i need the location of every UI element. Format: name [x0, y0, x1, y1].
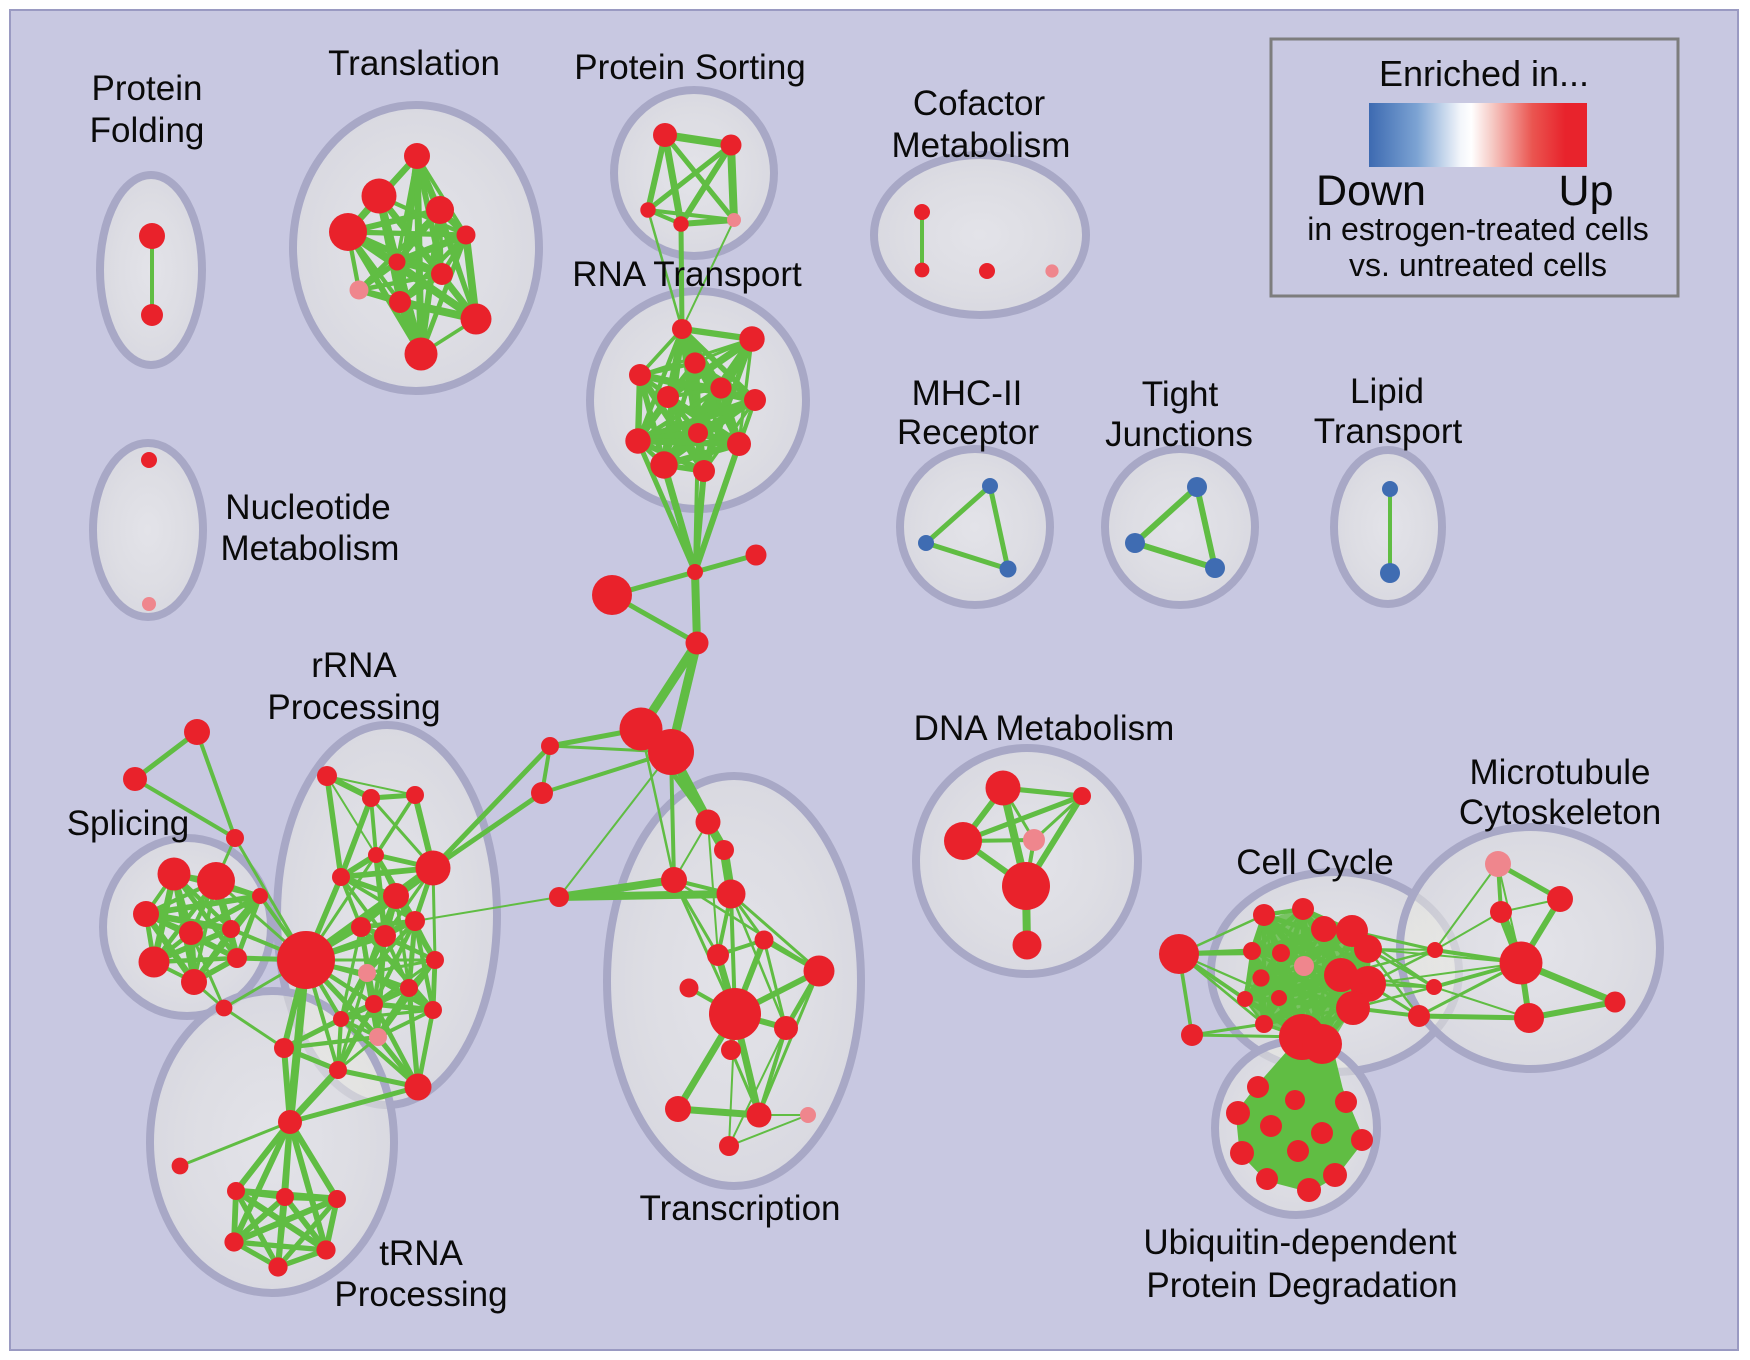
svg-text:DNA Metabolism: DNA Metabolism	[914, 709, 1175, 748]
svg-text:Tight: Tight	[1142, 375, 1219, 414]
svg-text:Splicing: Splicing	[67, 804, 190, 843]
svg-text:Microtubule: Microtubule	[1470, 753, 1651, 792]
svg-text:Junctions: Junctions	[1105, 415, 1253, 454]
svg-text:Nucleotide: Nucleotide	[225, 488, 390, 527]
svg-text:Processing: Processing	[267, 688, 440, 727]
svg-text:Up: Up	[1559, 167, 1614, 215]
svg-text:Folding: Folding	[90, 111, 205, 150]
svg-text:Cytoskeleton: Cytoskeleton	[1459, 793, 1661, 832]
svg-text:Transcription: Transcription	[640, 1189, 841, 1228]
svg-text:Cofactor: Cofactor	[913, 84, 1046, 123]
svg-text:rRNA: rRNA	[311, 646, 397, 685]
svg-text:Receptor: Receptor	[897, 413, 1039, 452]
svg-text:Protein: Protein	[92, 69, 203, 108]
svg-text:in estrogen-treated cells: in estrogen-treated cells	[1307, 211, 1649, 247]
svg-text:tRNA: tRNA	[379, 1234, 463, 1273]
svg-text:Ubiquitin-dependent: Ubiquitin-dependent	[1143, 1223, 1457, 1262]
svg-text:Translation: Translation	[328, 44, 500, 83]
svg-text:Cell Cycle: Cell Cycle	[1236, 843, 1394, 882]
svg-text:RNA Transport: RNA Transport	[572, 255, 802, 294]
svg-text:Transport: Transport	[1314, 412, 1463, 451]
svg-text:Protein Degradation: Protein Degradation	[1146, 1266, 1457, 1305]
svg-text:Protein Sorting: Protein Sorting	[574, 48, 806, 87]
svg-text:MHC-II: MHC-II	[912, 374, 1023, 413]
svg-text:Enriched in...: Enriched in...	[1379, 53, 1589, 94]
svg-text:Down: Down	[1316, 167, 1426, 215]
svg-text:Processing: Processing	[334, 1275, 507, 1314]
svg-text:Metabolism: Metabolism	[221, 529, 400, 568]
svg-text:vs. untreated cells: vs. untreated cells	[1349, 247, 1607, 283]
svg-text:Metabolism: Metabolism	[892, 126, 1071, 165]
svg-text:Lipid: Lipid	[1350, 372, 1424, 411]
